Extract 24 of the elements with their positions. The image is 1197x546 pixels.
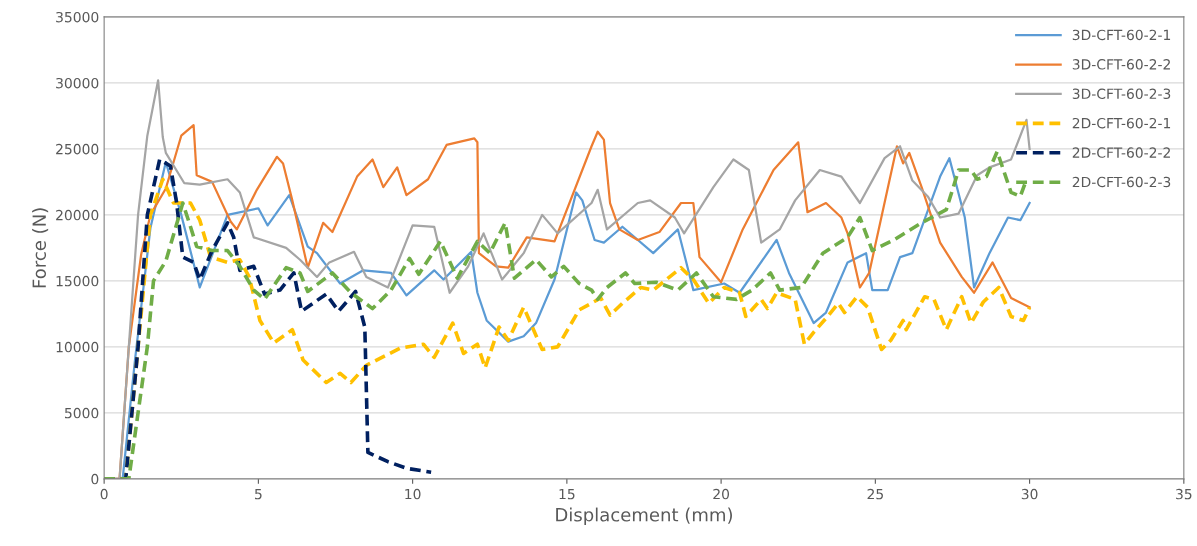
x-tick-label: 15 <box>559 488 575 500</box>
x-tick-label: 25 <box>867 488 883 500</box>
x-tick-label: 20 <box>713 488 730 500</box>
x-axis-title: Displacement (mm) <box>556 507 732 526</box>
legend-label: 3D-CFT-60-2-3 <box>1072 88 1171 100</box>
y-tick-label: 15000 <box>56 275 99 287</box>
x-tick-label: 35 <box>1176 488 1192 500</box>
x-tick-label: 10 <box>405 488 421 500</box>
y-axis-title: Force (N) <box>32 208 49 288</box>
y-tick-label: 10000 <box>56 341 99 353</box>
legend-label: 2D-CFT-60-2-3 <box>1072 176 1171 188</box>
y-tick-label: 30000 <box>56 77 99 89</box>
legend-label: 3D-CFT-60-2-2 <box>1072 59 1170 70</box>
legend-label: 2D-CFT-60-2-2 <box>1072 147 1170 158</box>
y-tick-label: 20000 <box>56 209 99 221</box>
legend-label: 2D-CFT-60-2-1 <box>1072 117 1171 129</box>
x-tick-label: 30 <box>1021 488 1038 500</box>
legend-label: 3D-CFT-60-2-1 <box>1072 29 1171 41</box>
x-tick-label: 5 <box>255 488 262 500</box>
y-tick-label: 0 <box>91 473 99 485</box>
y-tick-label: 5000 <box>65 407 99 419</box>
x-tick-label: 0 <box>100 488 108 500</box>
y-tick-label: 25000 <box>56 143 99 155</box>
y-tick-label: 35000 <box>56 11 99 23</box>
